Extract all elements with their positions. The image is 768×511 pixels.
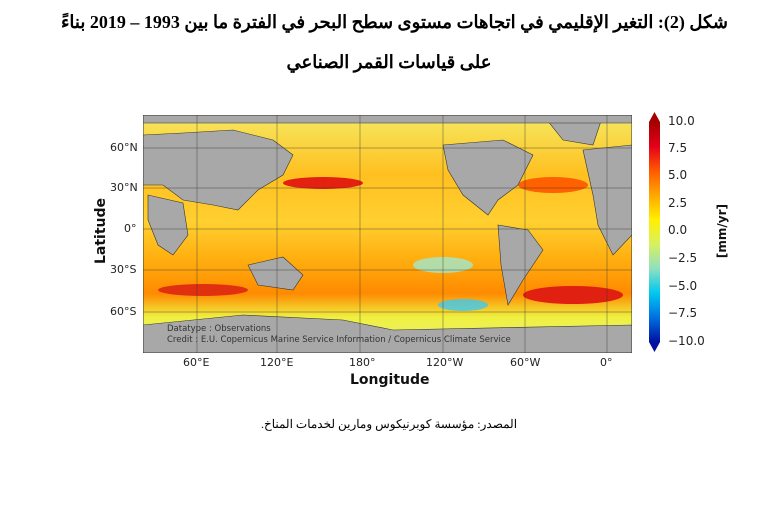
lat-tick: 60°N bbox=[110, 141, 138, 154]
source-note: المصدر: مؤسسة كوبرنيكوس ومارين لخدمات ال… bbox=[260, 417, 518, 431]
colorbar-label: [mm/yr] bbox=[715, 203, 729, 259]
datatype-note: Datatype : Observations bbox=[167, 324, 271, 334]
lat-tick: 60°S bbox=[110, 305, 137, 318]
lat-tick: 30°S bbox=[110, 263, 137, 276]
colorbar-tick: 7.5 bbox=[668, 141, 688, 155]
colorbar-tick: 2.5 bbox=[668, 196, 688, 210]
credit-note: Credit : E.U. Copernicus Marine Service … bbox=[167, 335, 511, 345]
colorbar-tick: −7.5 bbox=[668, 306, 698, 320]
lat-tick: 0° bbox=[124, 222, 137, 235]
colorbar-tick: 0.0 bbox=[668, 223, 688, 237]
lon-tick: 180° bbox=[349, 356, 376, 369]
y-axis-label: Latitude bbox=[93, 197, 109, 265]
colorbar-max-arrow bbox=[649, 112, 660, 122]
land bbox=[143, 115, 632, 353]
colorbar-min-arrow bbox=[649, 342, 660, 352]
sea-level-trend-map bbox=[143, 115, 632, 353]
lon-tick: 0° bbox=[600, 356, 613, 369]
colorbar-tick: 10.0 bbox=[668, 114, 695, 128]
lon-tick: 120°E bbox=[260, 356, 294, 369]
colorbar-tick: −5.0 bbox=[668, 279, 698, 293]
colorbar-tick: −10.0 bbox=[668, 334, 705, 348]
lon-tick: 60°W bbox=[510, 356, 541, 369]
x-axis-label: Longitude bbox=[350, 372, 430, 388]
lon-tick: 120°W bbox=[426, 356, 464, 369]
graticule bbox=[143, 115, 632, 353]
colorbar-tick: −2.5 bbox=[668, 251, 698, 265]
colorbar bbox=[649, 122, 660, 342]
figure-caption-line2: على قياسات القمر الصناعي bbox=[286, 52, 492, 72]
lon-tick: 60°E bbox=[183, 356, 210, 369]
figure-caption-line1: شكل (2): التغير الإقليمي في اتجاهات مستو… bbox=[60, 12, 728, 32]
lat-tick: 30°N bbox=[110, 181, 138, 194]
colorbar-tick: 5.0 bbox=[668, 168, 688, 182]
